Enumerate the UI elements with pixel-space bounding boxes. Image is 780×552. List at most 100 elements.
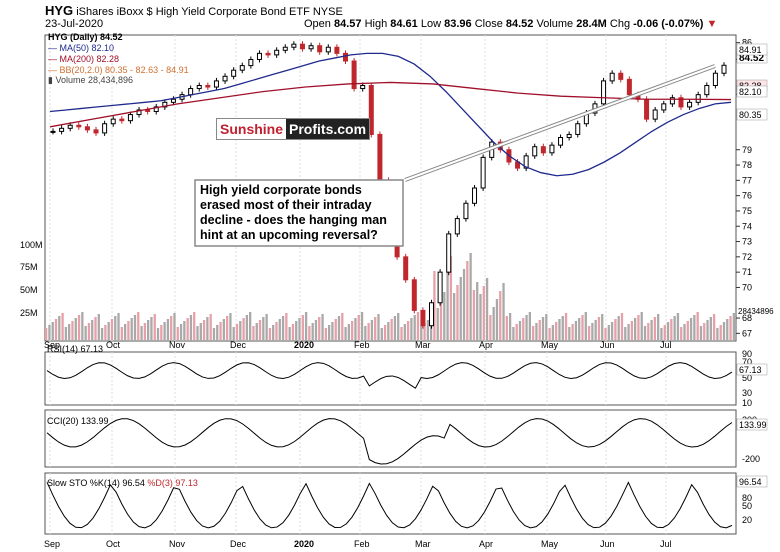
osc-tick-1-4: 10 (742, 398, 752, 408)
volume-bar-181 (640, 312, 643, 340)
candle-body-67 (626, 78, 632, 96)
panel-frame-0 (44, 34, 737, 342)
volume-tick-label-0: 25M (20, 308, 38, 318)
close-label: Close (474, 18, 503, 30)
osc-line-3 (46, 481, 733, 529)
volume-bar-173 (614, 319, 617, 340)
volume-bar-195 (686, 321, 689, 340)
volume-bar-156 (558, 319, 561, 340)
candle-body-70 (652, 109, 658, 120)
volume-bar-74 (288, 327, 291, 340)
candle-body-61 (575, 123, 581, 135)
volume-bar-152 (545, 314, 548, 340)
osc-tick-3-0: 80 (742, 493, 752, 503)
candle-body-58 (549, 144, 555, 154)
candle-body-27 (282, 46, 288, 51)
volume-bar-206 (722, 322, 726, 340)
volume-bar-204 (716, 328, 719, 340)
volume-bar-148 (531, 326, 535, 340)
month-label-bottom-4: 2020 (294, 539, 314, 549)
legend-main: HYG (Daily) 84.52 (48, 32, 123, 42)
volume-bar-89 (337, 316, 341, 340)
volume-bar-36 (163, 322, 166, 340)
month-label-top-5: Feb (354, 340, 370, 350)
candle-body-35 (351, 60, 357, 90)
candle-body-47 (454, 218, 460, 235)
candle-body-20 (222, 75, 228, 82)
volume-bar-93 (351, 321, 354, 340)
volume-bar-113 (416, 312, 420, 340)
candle-body-4 (84, 126, 90, 131)
legend-bb-text: BB(20,2.0) 80.35 - 82.63 - 84.91 (59, 65, 189, 75)
ticker-symbol: HYG (45, 3, 74, 18)
candle-body-69 (644, 98, 650, 120)
candle-body-28 (291, 43, 297, 48)
annotation-callout: High yield corporate bonds erased most o… (200, 183, 387, 242)
volume-bar-62 (249, 312, 252, 340)
volume-bar-123 (449, 256, 453, 340)
volume-bar-161 (574, 321, 578, 340)
volume-bar-189 (666, 322, 670, 340)
volume-bar-91 (344, 327, 347, 340)
price-tick-label-6: 74 (742, 221, 752, 231)
volume-bar-34 (156, 328, 160, 340)
volume-bar-105 (390, 319, 393, 340)
volume-bar-56 (229, 313, 232, 340)
volume-bar-193 (680, 327, 683, 340)
candle-body-75 (695, 94, 701, 103)
osc-tick-1-3: 30 (742, 388, 752, 398)
ma200-line (49, 81, 732, 128)
volume-bar-18 (104, 325, 107, 340)
volume-bar-50 (209, 314, 212, 340)
candle-body-14 (170, 98, 176, 103)
volume-value: 28.4M (576, 18, 607, 30)
volume-bar-110 (406, 321, 410, 340)
trendline-inner (404, 65, 716, 181)
volume-bar-24 (123, 324, 127, 340)
volume-bar-43 (186, 318, 189, 340)
volume-bar-27 (133, 315, 137, 340)
candle-body-17 (196, 84, 202, 90)
logo-part1: Sunshine (220, 121, 284, 137)
ohlc-readout: Open 84.57 High 84.61 Low 83.96 Close 84… (304, 18, 717, 30)
sto-d-label: %D(3) 97.13 (147, 478, 198, 488)
price-tick-label-9: 77 (742, 175, 752, 185)
candle-body-29 (299, 43, 305, 50)
volume-bar-208 (729, 316, 732, 340)
volume-bar-180 (637, 315, 640, 340)
candle-body-13 (162, 101, 168, 108)
volume-bar-55 (225, 316, 229, 340)
candle-body-59 (558, 137, 564, 146)
price-tick-label-5: 73 (742, 237, 752, 247)
volume-bar-76 (295, 321, 298, 340)
legend-volume-text: Volume 28,434,896 (55, 75, 134, 85)
price-tick-label-3: 71 (742, 267, 752, 277)
volume-bar-32 (150, 317, 153, 340)
volume-bar-80 (308, 326, 311, 340)
annotation-box (194, 179, 404, 247)
volume-bar-198 (696, 312, 699, 340)
volume-bar-85 (324, 328, 327, 340)
candle-body-73 (678, 97, 684, 108)
price-tick-label-0: 67 (742, 328, 752, 338)
volume-bar-20 (110, 319, 114, 340)
candle-body-36 (360, 84, 366, 90)
volume-bar-6 (64, 327, 68, 340)
volume-bar-47 (199, 323, 202, 340)
volume-bar-122 (446, 264, 449, 340)
volume-bar-143 (515, 324, 518, 340)
volume-bar-163 (581, 315, 584, 340)
month-label-top-2: Nov (169, 340, 186, 350)
volume-bar-16 (97, 314, 100, 340)
volume-bar-209 (732, 313, 736, 340)
volume-bar-158 (564, 313, 568, 340)
volume-bar-162 (578, 318, 581, 340)
volume-bar-177 (627, 324, 630, 340)
candle-body-64 (601, 80, 607, 105)
price-tick-label-14: 86 (742, 38, 752, 48)
volume-bar-200 (703, 323, 706, 340)
volume-bar-125 (456, 285, 459, 340)
volume-bar-101 (377, 314, 380, 340)
volume-bar-11 (81, 312, 84, 340)
price-badge-text-bb_lower: 80.35 (739, 110, 762, 120)
